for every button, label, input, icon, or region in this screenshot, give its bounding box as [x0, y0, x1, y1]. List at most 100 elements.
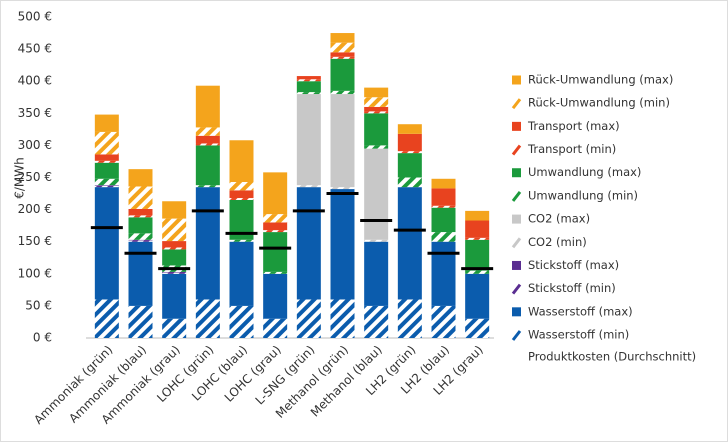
bar-segment: [465, 318, 490, 338]
bar-segment: [128, 239, 153, 241]
bar-segment: [94, 162, 119, 179]
y-tick-label: 250 €: [18, 170, 52, 184]
bar-segment: [263, 273, 288, 319]
bar-segment: [330, 42, 355, 53]
bar-segment: [397, 187, 422, 300]
bar-segment: [364, 239, 389, 242]
bar-segment: [364, 241, 389, 306]
legend-label: Produktkosten (Durchschnitt): [528, 350, 696, 364]
bar-segment: [364, 87, 389, 98]
bar-segment: [397, 133, 422, 152]
bar-segment: [330, 33, 355, 43]
bar-segment: [128, 169, 153, 187]
y-tick-label: 50 €: [25, 298, 52, 312]
bar-segment: [263, 214, 288, 223]
bar-segment: [128, 240, 153, 242]
bar-segment: [229, 190, 254, 199]
bar-segment: [296, 79, 321, 82]
bar-segment: [94, 299, 119, 338]
y-tick-label: 300 €: [18, 138, 52, 152]
bar-segment: [364, 305, 389, 338]
bar-segment: [465, 220, 490, 238]
bar-segment: [296, 76, 321, 80]
legend-swatch: [512, 75, 521, 85]
bar-segment: [364, 111, 389, 114]
bar-segment: [296, 299, 321, 338]
bar-segment: [195, 299, 220, 338]
legend-label: Stickstoff (min): [528, 281, 616, 295]
y-tick-label: 400 €: [18, 74, 52, 88]
bar-segment: [397, 153, 422, 178]
legend-swatch: [511, 330, 522, 341]
bar-segment: [128, 241, 153, 306]
bar-segment: [162, 271, 187, 273]
y-tick-label: 0 €: [33, 331, 52, 345]
bar-segment: [465, 239, 490, 271]
bar-segment: [431, 205, 456, 208]
y-tick-label: 450 €: [18, 42, 52, 56]
bar-segment: [330, 90, 355, 95]
bar-segment: [195, 185, 220, 188]
bar-segment: [162, 249, 187, 266]
legend-swatch: [512, 121, 521, 131]
legend-label: Stickstoff (max): [528, 258, 619, 272]
bar-segment: [94, 160, 119, 163]
bar-segment: [364, 97, 389, 107]
legend-label: Umwandlung (min): [528, 188, 638, 202]
legend-label: Wasserstoff (min): [528, 328, 629, 342]
y-tick-label: 200 €: [18, 202, 52, 216]
bar-segment: [94, 185, 119, 186]
bar-segment: [397, 151, 422, 154]
legend-swatch: [511, 98, 522, 110]
bar-segment: [465, 237, 490, 240]
bar-segment: [229, 241, 254, 306]
bar-segment: [465, 210, 490, 221]
bar-segment: [162, 201, 187, 219]
legend-label: Umwandlung (max): [528, 165, 641, 179]
bar-segment: [195, 135, 220, 144]
bar-segment: [330, 187, 355, 190]
bar-segment: [431, 305, 456, 338]
bar-segment: [162, 318, 187, 338]
legend-swatch: [512, 260, 521, 270]
bar-segment: [229, 305, 254, 338]
bar-segment: [162, 241, 187, 248]
legend-label: Rück-Umwandlung (max): [528, 73, 673, 87]
y-tick-label: 500 €: [18, 10, 52, 24]
bar-segment: [431, 188, 456, 206]
bar-segment: [195, 127, 220, 136]
bar-segment: [364, 148, 389, 240]
bar-segment: [263, 230, 288, 233]
bar-segment: [229, 198, 254, 200]
bar-segment: [128, 186, 153, 209]
bar-segment: [330, 58, 355, 91]
bar-segment: [465, 273, 490, 319]
bar-segment: [94, 187, 119, 300]
bar-segment: [397, 299, 422, 338]
bar-segment: [195, 187, 220, 300]
bar-segment: [364, 145, 389, 149]
bar-segment: [296, 185, 321, 188]
bar-segment: [431, 241, 456, 306]
bar-segment: [263, 318, 288, 338]
bar-segment: [263, 232, 288, 272]
bar-segment: [296, 81, 321, 93]
bar-segment: [195, 143, 220, 146]
bar-segment: [128, 208, 153, 216]
bar-segment: [162, 273, 187, 319]
bar-segment: [330, 94, 355, 188]
bar-segment: [229, 239, 254, 242]
bar-segment: [364, 113, 389, 146]
legend-swatch: [511, 237, 522, 249]
bar-segment: [94, 114, 119, 132]
bar-segment: [195, 145, 220, 186]
bar-segment: [128, 233, 153, 240]
bar-segment: [128, 305, 153, 338]
bar-segment: [330, 189, 355, 300]
legend-label: Transport (min): [527, 142, 616, 156]
legend-label: CO2 (min): [528, 235, 587, 249]
bar-segment: [330, 299, 355, 338]
bar-segment: [229, 181, 254, 191]
bar-segment: [431, 178, 456, 189]
